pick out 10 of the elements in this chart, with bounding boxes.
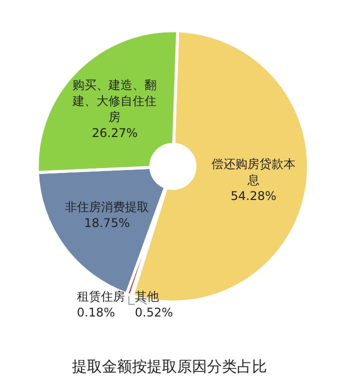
data-label: 18.75% <box>84 216 130 230</box>
text: 提取金额按提取原因分类占比 <box>72 358 267 376</box>
data-label: 0.52% <box>134 305 174 320</box>
slice-label: 非住房消费提取 <box>64 200 149 214</box>
data-label: 54.28% <box>230 189 276 204</box>
slice-label: 租赁住房 <box>76 289 125 304</box>
data-label: 0.18% <box>76 305 116 320</box>
data-label: 26.27% <box>92 126 138 140</box>
slice-label: 购买、建造、翻建、大修自住住房 <box>72 78 157 124</box>
slice-label: 偿还购房贷款本息 <box>212 157 296 188</box>
